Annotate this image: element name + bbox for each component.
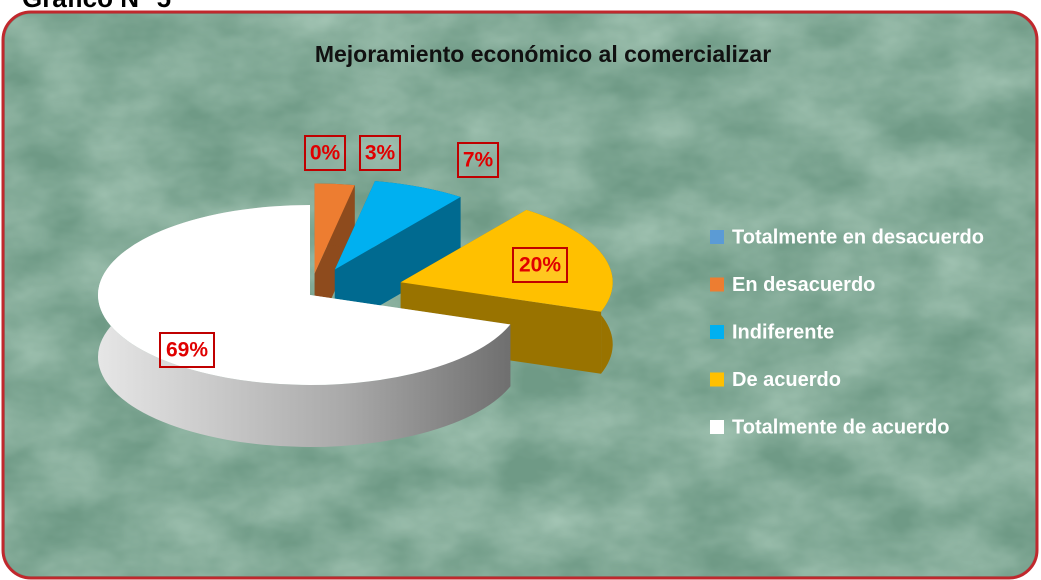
data-label-box [359,135,401,171]
data-label: 0% [310,142,341,165]
legend-swatch [710,372,724,387]
slice [334,181,461,270]
legend: Totalmente en desacuerdo En desacuerdo Ind… [710,226,984,438]
data-label-box [457,142,499,178]
data-label-box [512,247,568,283]
legend-swatch [710,277,724,292]
slice [400,209,613,312]
pie: 0% 3% 7% 20% 69% [98,135,613,447]
legend-label: Indiferente [732,321,834,343]
data-label: 3% [365,142,396,165]
data-label: 69% [166,339,208,362]
data-label-box [159,332,215,368]
slice [98,205,511,385]
legend-swatch [710,420,724,434]
legend-swatch [710,230,724,244]
data-label: 20% [519,254,561,277]
header: Gráfico N° 5 [22,0,171,13]
legend-label: De acuerdo [732,369,841,391]
slice [314,183,355,274]
legend-label: Totalmente en desacuerdo [732,226,984,248]
data-label-box [304,135,346,171]
data-label: 7% [463,149,494,172]
legend-label: Totalmente de acuerdo [732,416,949,438]
legend-label: En desacuerdo [732,274,875,296]
chart-title: Mejoramiento económico al comercializar [315,41,771,67]
legend-swatch [710,325,724,339]
